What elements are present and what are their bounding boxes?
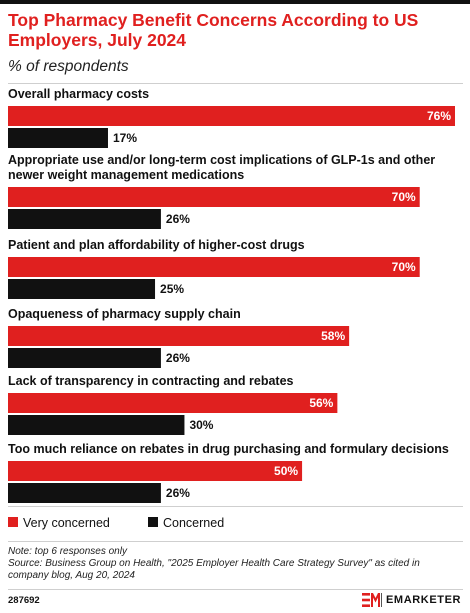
legend-swatch-concerned <box>148 517 158 527</box>
category-group: Patient and plan affordability of higher… <box>8 238 420 299</box>
category-group: Overall pharmacy costs 76% 17% <box>8 87 455 148</box>
category-group: Lack of transparency in contracting and … <box>8 374 338 435</box>
brand-name: EMARKETER <box>386 594 462 606</box>
chart-subtitle: % of respondents <box>8 58 129 75</box>
category-label: Patient and plan affordability of higher… <box>8 238 305 252</box>
legend-label-concerned: Concerned <box>163 516 225 530</box>
bar-concerned <box>8 415 185 435</box>
data-label: 25% <box>160 282 184 296</box>
bar-concerned <box>8 209 161 229</box>
bar-concerned <box>8 348 161 368</box>
data-label: 17% <box>113 131 137 145</box>
bar-very-concerned <box>8 461 303 481</box>
chart-bottom-divider <box>8 506 463 507</box>
category-label: Lack of transparency in contracting and … <box>8 374 294 388</box>
data-label: 70% <box>392 260 416 274</box>
bar-concerned <box>8 483 161 503</box>
source-text: Source: Business Group on Health, "2025 … <box>8 558 420 581</box>
bar-very-concerned <box>8 106 455 126</box>
footer-divider <box>8 541 463 542</box>
chart-title: Top Pharmacy Benefit Concerns According … <box>8 10 419 50</box>
legend-label-very-concerned: Very concerned <box>23 516 110 530</box>
bar-very-concerned <box>8 257 420 277</box>
data-label: 50% <box>274 464 298 478</box>
legend-swatch-very-concerned <box>8 517 18 527</box>
footer-bottom-divider <box>8 589 463 590</box>
brand-logo: EMARKETER <box>362 592 462 608</box>
chart-id: 287692 <box>8 595 40 606</box>
top-rule <box>0 0 470 4</box>
emarketer-logo-icon <box>362 593 380 607</box>
chart-notes: Note: top 6 responses only Source: Busin… <box>8 546 463 582</box>
bar-very-concerned <box>8 187 420 207</box>
bar-very-concerned <box>8 326 350 346</box>
data-label: 26% <box>166 212 190 226</box>
data-label: 76% <box>427 109 451 123</box>
header-divider <box>8 83 463 84</box>
brand-separator <box>381 593 382 607</box>
bar-very-concerned <box>8 393 338 413</box>
note-text: Note: top 6 responses only <box>8 546 127 557</box>
category-label: Appropriate use and/or long-term cost im… <box>8 153 435 167</box>
category-group: Appropriate use and/or long-term cost im… <box>8 153 435 229</box>
bar-concerned <box>8 128 108 148</box>
category-label: Opaqueness of pharmacy supply chain <box>8 307 241 321</box>
category-group: Opaqueness of pharmacy supply chain 58% 26… <box>8 307 350 368</box>
data-label: 56% <box>309 396 333 410</box>
category-label: Overall pharmacy costs <box>8 87 149 101</box>
category-group: Too much reliance on rebates in drug pur… <box>8 442 449 503</box>
data-label: 26% <box>166 486 190 500</box>
category-label: Too much reliance on rebates in drug pur… <box>8 442 449 456</box>
bar-concerned <box>8 279 156 299</box>
data-label: 58% <box>321 329 345 343</box>
data-label: 70% <box>392 190 416 204</box>
data-label: 30% <box>189 418 213 432</box>
category-label: newer weight management medications <box>8 168 244 182</box>
bar-chart: Overall pharmacy costs 76% 17% Appropriate … <box>8 87 455 503</box>
data-label: 26% <box>166 351 190 365</box>
